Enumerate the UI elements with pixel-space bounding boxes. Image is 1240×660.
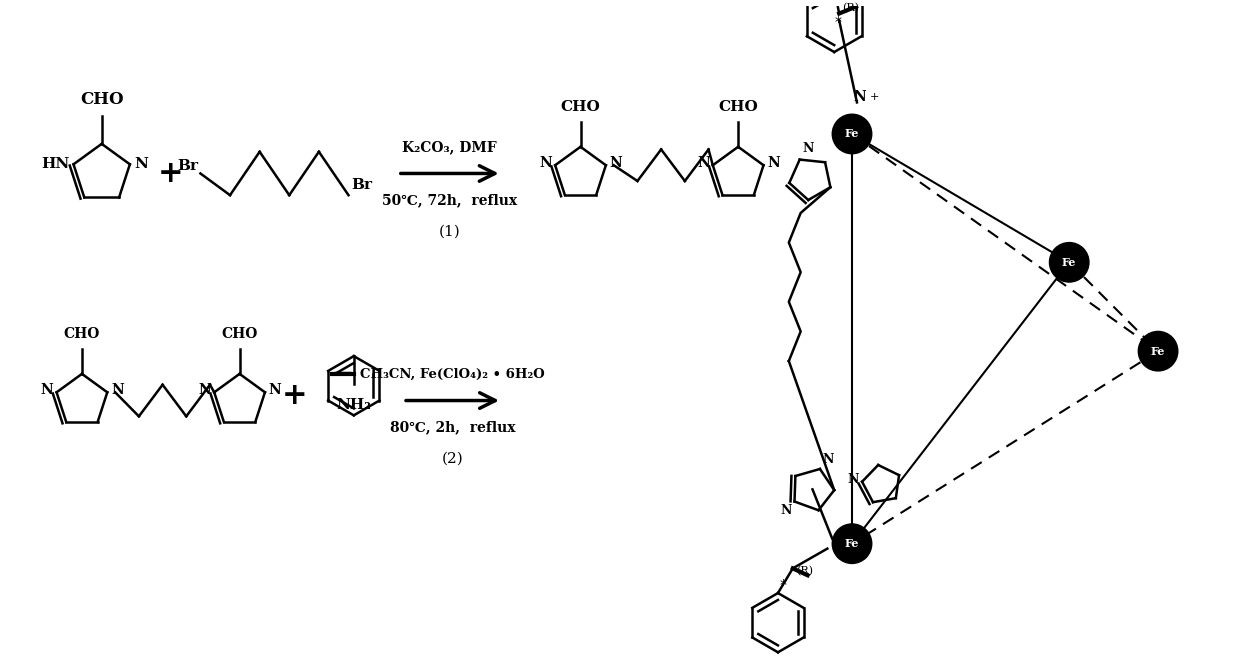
Circle shape [1138,331,1178,371]
Text: N: N [269,383,281,397]
Circle shape [1049,243,1089,282]
Text: CHO: CHO [63,327,100,341]
Text: (2): (2) [441,452,464,466]
Text: +: + [157,159,184,188]
Text: N: N [41,383,53,397]
Circle shape [832,114,872,154]
Text: Br: Br [177,158,198,172]
Text: Fe: Fe [1151,346,1166,356]
Text: NH₂: NH₂ [336,397,371,412]
Text: N: N [112,383,124,397]
Text: N: N [539,156,552,170]
Circle shape [832,524,872,564]
Text: N: N [198,383,211,397]
Text: +: + [281,381,308,410]
Text: HN: HN [41,157,69,172]
Text: N: N [780,504,791,517]
Text: *: * [835,15,842,28]
Text: 80℃, 2h,  reflux: 80℃, 2h, reflux [389,420,516,434]
Text: (1): (1) [439,225,460,239]
Text: (R): (R) [796,566,812,576]
Text: +: + [869,92,879,102]
Text: 50℃, 72h,  reflux: 50℃, 72h, reflux [382,193,517,207]
Text: Fe: Fe [844,538,859,549]
Text: N: N [802,142,813,154]
Text: (R): (R) [842,3,859,14]
Text: K₂CO₃, DMF: K₂CO₃, DMF [403,140,497,154]
Text: *: * [780,578,786,592]
Text: CHO: CHO [718,100,758,114]
Text: Br: Br [351,178,372,192]
Text: CH₃CN, Fe(ClO₄)₂ • 6H₂O: CH₃CN, Fe(ClO₄)₂ • 6H₂O [360,368,544,381]
Text: N: N [610,156,622,170]
Text: N: N [768,156,780,170]
Text: N: N [853,90,867,104]
Text: N: N [697,156,709,170]
Text: Fe: Fe [1061,257,1076,268]
Text: CHO: CHO [560,100,600,114]
Text: N: N [848,473,859,486]
Text: Fe: Fe [844,129,859,139]
Text: N: N [134,157,148,172]
Text: CHO: CHO [222,327,258,341]
Text: N: N [823,453,835,466]
Text: CHO: CHO [79,91,124,108]
